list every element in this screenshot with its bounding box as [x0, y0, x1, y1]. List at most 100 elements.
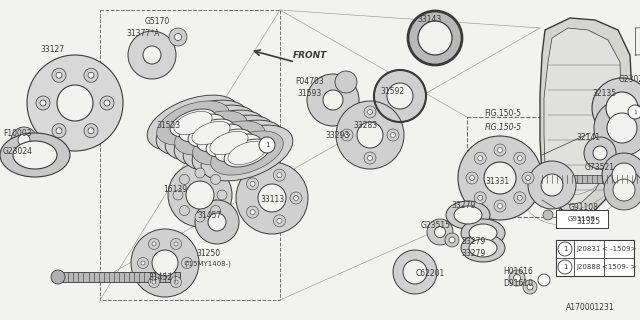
Text: 1: 1: [633, 109, 637, 115]
Circle shape: [584, 137, 616, 169]
Circle shape: [357, 122, 383, 148]
Text: 31331: 31331: [485, 177, 509, 186]
Text: 31593: 31593: [298, 89, 322, 98]
Ellipse shape: [210, 132, 248, 155]
Circle shape: [528, 161, 576, 209]
Text: ('15MY1408-): ('15MY1408-): [184, 261, 232, 267]
Text: A170001231: A170001231: [566, 303, 614, 313]
Circle shape: [246, 178, 259, 190]
Circle shape: [152, 280, 156, 284]
Circle shape: [474, 152, 486, 164]
Circle shape: [494, 144, 506, 156]
Circle shape: [51, 270, 65, 284]
Circle shape: [604, 170, 640, 210]
Circle shape: [246, 206, 259, 218]
Circle shape: [84, 68, 98, 82]
Circle shape: [148, 238, 159, 250]
Circle shape: [538, 274, 550, 286]
Text: 31377*A: 31377*A: [126, 28, 160, 37]
Circle shape: [374, 70, 426, 122]
Circle shape: [517, 195, 522, 200]
Circle shape: [522, 172, 534, 184]
Circle shape: [84, 124, 98, 138]
Circle shape: [18, 134, 30, 146]
Circle shape: [458, 136, 542, 220]
Circle shape: [52, 68, 66, 82]
Text: J20831: J20831: [577, 246, 601, 252]
Circle shape: [403, 260, 427, 284]
Polygon shape: [540, 18, 632, 218]
Circle shape: [168, 163, 232, 227]
Text: 33283: 33283: [353, 121, 377, 130]
Text: F04703: F04703: [296, 77, 324, 86]
Text: H01616: H01616: [503, 268, 533, 276]
Circle shape: [517, 156, 522, 161]
Text: 33143: 33143: [418, 14, 442, 23]
Circle shape: [143, 46, 161, 64]
Text: G5170: G5170: [145, 18, 170, 27]
Polygon shape: [544, 28, 621, 205]
Circle shape: [612, 163, 636, 187]
Circle shape: [11, 127, 37, 153]
Ellipse shape: [206, 129, 252, 157]
Circle shape: [494, 200, 506, 212]
Ellipse shape: [179, 114, 225, 142]
Ellipse shape: [175, 111, 247, 155]
Ellipse shape: [454, 206, 482, 224]
Text: FIG.150-5: FIG.150-5: [484, 123, 522, 132]
Ellipse shape: [0, 133, 70, 177]
Ellipse shape: [469, 224, 497, 242]
Circle shape: [408, 11, 462, 65]
Circle shape: [470, 175, 474, 180]
Circle shape: [259, 137, 275, 153]
Bar: [556, 240, 634, 276]
Circle shape: [174, 242, 178, 246]
Circle shape: [56, 128, 62, 134]
Ellipse shape: [147, 95, 239, 151]
Circle shape: [558, 242, 572, 256]
Text: G91108: G91108: [569, 203, 599, 212]
Circle shape: [294, 196, 298, 201]
Text: 33293: 33293: [326, 132, 350, 140]
Text: 32135: 32135: [592, 89, 616, 98]
Circle shape: [88, 72, 94, 78]
Circle shape: [250, 181, 255, 186]
Circle shape: [387, 83, 413, 109]
Circle shape: [514, 152, 526, 164]
Ellipse shape: [193, 121, 266, 165]
Circle shape: [211, 205, 221, 216]
Circle shape: [364, 106, 376, 118]
Bar: [540, 175, 640, 183]
Circle shape: [445, 233, 459, 247]
Text: G23515: G23515: [421, 220, 451, 229]
Circle shape: [250, 210, 255, 215]
Ellipse shape: [228, 141, 266, 164]
Text: G91108: G91108: [568, 216, 596, 222]
Circle shape: [290, 192, 302, 204]
Circle shape: [277, 173, 282, 178]
Text: 1: 1: [563, 246, 567, 252]
Ellipse shape: [224, 139, 270, 167]
Circle shape: [525, 175, 531, 180]
Circle shape: [474, 192, 486, 204]
Text: 33279: 33279: [462, 236, 486, 245]
Circle shape: [170, 276, 182, 288]
Ellipse shape: [211, 131, 284, 175]
Circle shape: [36, 96, 50, 110]
Circle shape: [174, 280, 178, 284]
Text: 33279: 33279: [462, 249, 486, 258]
Circle shape: [527, 284, 533, 290]
Circle shape: [104, 100, 110, 106]
Circle shape: [173, 190, 183, 200]
Circle shape: [344, 132, 349, 138]
Circle shape: [367, 156, 372, 161]
Text: C62201: C62201: [415, 268, 445, 277]
Text: 1: 1: [265, 142, 269, 148]
Circle shape: [613, 179, 635, 201]
Ellipse shape: [156, 100, 248, 156]
Ellipse shape: [215, 134, 261, 162]
Text: G23024: G23024: [619, 75, 640, 84]
Circle shape: [273, 215, 285, 227]
Circle shape: [56, 72, 62, 78]
Ellipse shape: [165, 105, 257, 161]
